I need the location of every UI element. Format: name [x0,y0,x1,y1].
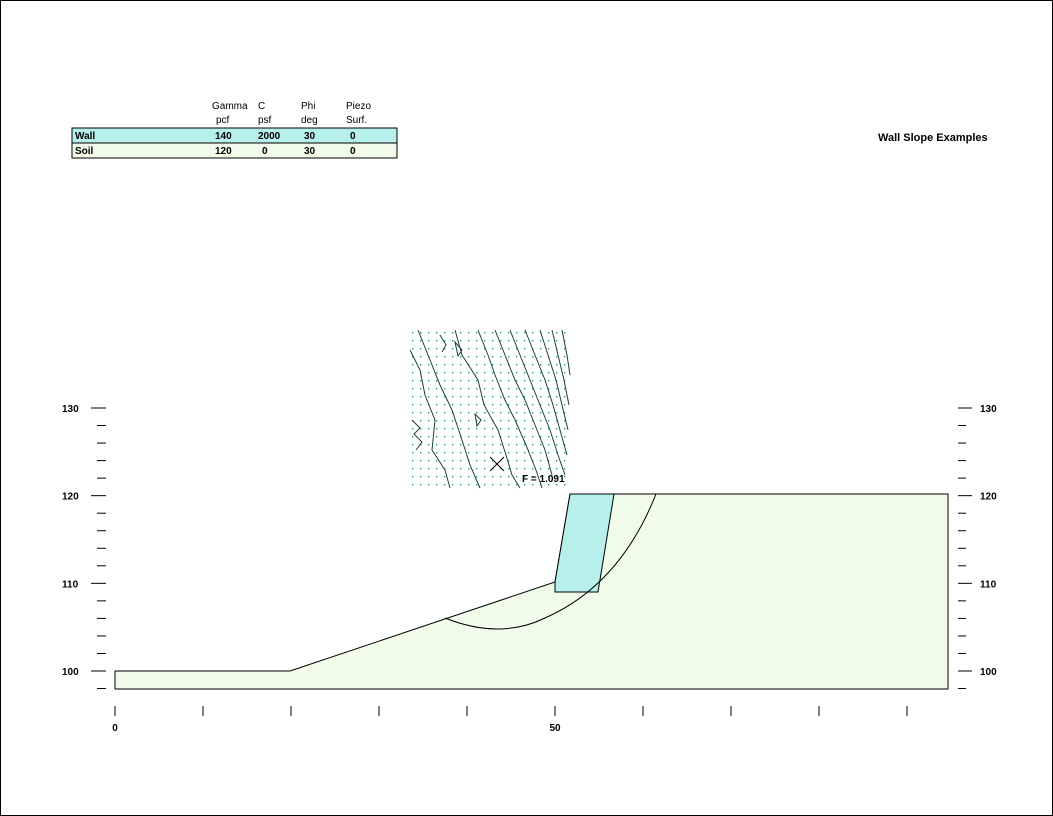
safety-factor-contour-grid: F = 1.091 [409,329,571,489]
row-soil-phi: 30 [304,146,316,157]
y-tick-label-left: 110 [62,579,79,590]
bottom-distance-axis: 0 50 [112,706,908,734]
y-tick-label-left: 100 [62,667,79,678]
x-mark-icon [489,456,505,472]
header-c-unit: psf [258,115,272,126]
factor-of-safety-label: F = 1.091 [522,474,565,485]
row-soil-name: Soil [75,146,94,157]
header-piezo: Piezo [346,101,371,112]
header-phi-unit: deg [301,115,318,126]
x-tick-label: 50 [549,723,561,734]
header-gamma-unit: pcf [216,115,230,126]
header-gamma: Gamma [212,101,248,112]
row-wall-gamma: 140 [215,131,232,142]
table-row-soil [71,142,398,159]
material-table: Gamma pcf C psf Phi deg Piezo Surf. Wall… [71,101,398,159]
x-tick-label: 0 [112,723,118,734]
row-wall-piezo: 0 [350,131,356,142]
y-tick-label-right: 100 [980,667,997,678]
contour-lines [409,329,571,489]
row-soil-piezo: 0 [350,146,356,157]
grid-points [412,332,566,486]
row-soil-c: 0 [262,146,268,157]
header-piezo-unit: Surf. [346,115,367,126]
row-soil-gamma: 120 [215,146,232,157]
soil-region [114,493,949,690]
table-row-wall [71,127,398,144]
y-tick-label-right: 120 [980,492,997,503]
critical-slip-surface [444,493,657,630]
left-elevation-axis: 130 120 110 100 [62,404,106,690]
y-tick-label-left: 130 [62,404,79,415]
row-wall-c: 2000 [258,131,281,142]
wall-region [554,493,615,593]
y-tick-label-right: 110 [980,579,997,590]
right-elevation-axis: 130 120 110 100 [958,404,997,690]
y-tick-label-left: 120 [62,492,79,503]
header-c: C [258,101,265,112]
diagram-title: Wall Slope Examples [878,132,988,144]
row-wall-name: Wall [75,131,95,142]
row-wall-phi: 30 [304,131,316,142]
header-phi: Phi [301,101,315,112]
y-tick-label-right: 130 [980,404,997,415]
